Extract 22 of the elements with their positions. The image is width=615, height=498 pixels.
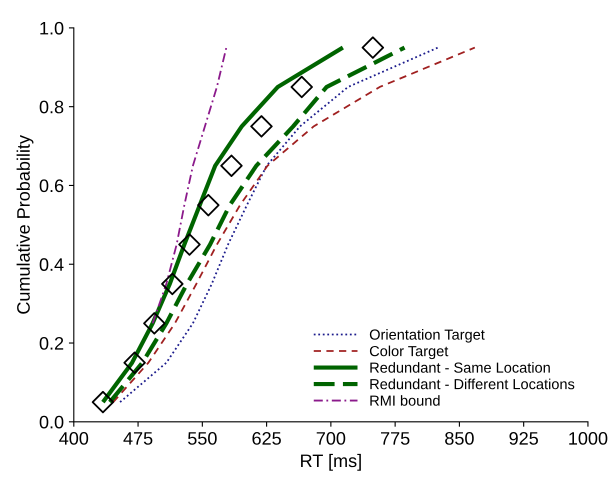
y-tick-label: 0.0 — [40, 416, 64, 429]
x-tick-label: 1000 — [569, 432, 608, 445]
x-tick-label: 925 — [509, 432, 538, 445]
y-tick-label: 1.0 — [40, 22, 64, 35]
y-tick-label: 0.6 — [40, 179, 64, 192]
x-tick-label: 850 — [445, 432, 474, 445]
x-tick-label: 700 — [316, 432, 346, 445]
x-tick-label: 625 — [252, 432, 281, 445]
x-tick-label: 550 — [188, 432, 217, 445]
legend-label: Redundant - Different Locations — [370, 378, 574, 390]
x-tick-label: 400 — [59, 432, 88, 445]
y-axis-title: Cumulative Probability — [16, 135, 34, 314]
y-tick-label: 0.8 — [40, 100, 64, 114]
legend-label: Color Target — [370, 346, 448, 360]
legend-label: Redundant - Same Location — [370, 362, 550, 373]
y-tick-label: 0.4 — [40, 258, 64, 271]
x-tick-label: 775 — [381, 432, 410, 445]
x-axis-title: RT [ms] — [301, 454, 361, 471]
legend-label: Orientation Target — [370, 329, 485, 343]
y-tick-label: 0.2 — [40, 336, 64, 350]
legend-label: RMI bound — [370, 395, 440, 406]
x-tick-label: 475 — [123, 432, 152, 445]
